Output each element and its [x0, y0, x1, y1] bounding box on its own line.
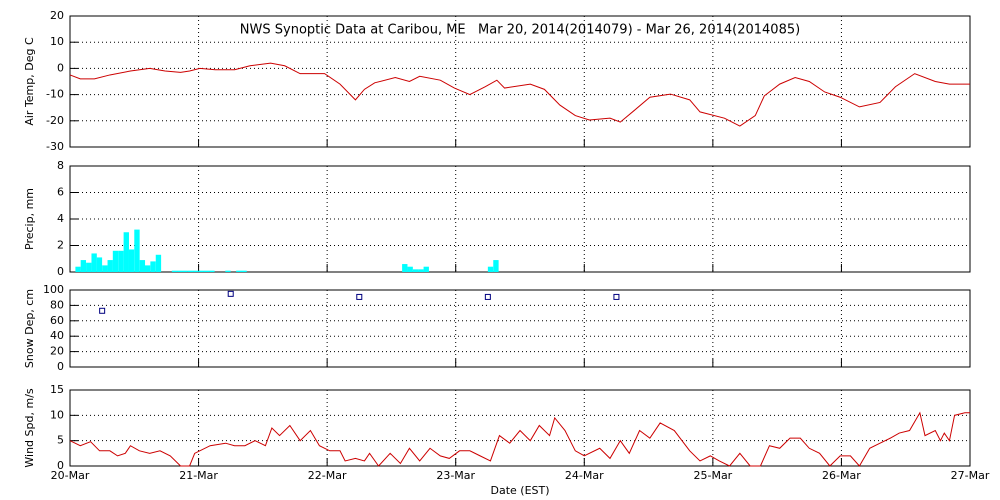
bar [236, 270, 242, 272]
bar [86, 262, 92, 272]
bar [171, 270, 178, 272]
bar [91, 253, 97, 272]
bar [112, 250, 119, 272]
y-tick-label: 40 [50, 329, 64, 342]
y-tick-label: 0 [57, 61, 64, 74]
bar [150, 261, 156, 272]
bar [423, 266, 429, 272]
bar [225, 270, 231, 272]
bar [182, 270, 188, 272]
scatter-point [613, 293, 620, 300]
bar [241, 270, 247, 272]
y-tick-label: 2 [57, 239, 64, 252]
bar [96, 257, 103, 272]
y-tick-label: 100 [43, 283, 64, 296]
x-tick-label: 25-Mar [693, 469, 732, 482]
bar [139, 260, 146, 272]
y-tick-label: 0 [57, 265, 64, 278]
bar [487, 266, 494, 272]
x-tick-label: 20-Mar [51, 469, 90, 482]
x-tick-label: 22-Mar [308, 469, 347, 482]
data-line [69, 411, 970, 467]
y-tick-label: 4 [57, 212, 64, 225]
x-tick-label: 26-Mar [822, 469, 861, 482]
y-tick-label: 8 [57, 159, 64, 172]
scatter-point [227, 290, 234, 297]
y-tick-label: 0 [57, 360, 64, 373]
y-tick-label: 6 [57, 186, 64, 199]
plot-frame [69, 15, 971, 148]
bar [123, 232, 129, 272]
bar [407, 266, 413, 272]
plot-frame [69, 289, 971, 368]
bar [107, 260, 113, 272]
y-tick-label: -10 [46, 88, 64, 101]
bar [75, 266, 81, 272]
y-axis-label: Snow Dep, cm [23, 289, 36, 368]
bar [102, 265, 108, 272]
y-tick-label: 10 [50, 408, 64, 421]
bar [402, 264, 408, 272]
y-tick-label: -20 [46, 114, 64, 127]
scatter-point [484, 293, 491, 300]
scatter-point [356, 293, 363, 300]
bar [177, 270, 183, 272]
y-tick-label: 15 [50, 383, 64, 396]
bar [118, 250, 124, 272]
y-axis-label: Precip, mm [23, 188, 36, 250]
y-tick-label: 20 [50, 9, 64, 22]
chart-title: NWS Synoptic Data at Caribou, ME Mar 20,… [240, 23, 800, 38]
y-tick-label: 10 [50, 35, 64, 48]
y-tick-label: 0 [57, 459, 64, 472]
y-tick-label: 80 [50, 298, 64, 311]
bar [198, 270, 204, 272]
y-axis-label: Air Temp, Deg C [23, 37, 36, 126]
x-axis-label: Date (EST) [490, 484, 549, 497]
y-tick-label: -30 [46, 140, 64, 153]
y-axis-label: Wind Spd, m/s [23, 388, 36, 468]
bar [209, 270, 215, 272]
scatter-point [99, 307, 106, 314]
bar [128, 249, 135, 272]
bar [203, 270, 210, 272]
bar [193, 270, 199, 272]
x-tick-label: 24-Mar [565, 469, 604, 482]
bar [412, 269, 419, 272]
x-tick-label: 21-Mar [179, 469, 218, 482]
x-tick-label: 23-Mar [436, 469, 475, 482]
bar [493, 260, 499, 272]
bar [418, 269, 424, 272]
bar [144, 265, 151, 272]
data-line [69, 62, 970, 127]
x-tick-label: 27-Mar [951, 469, 990, 482]
bar [80, 260, 87, 272]
y-tick-label: 60 [50, 314, 64, 327]
bar [134, 229, 140, 272]
bar [155, 254, 162, 272]
plot-frame [69, 389, 971, 467]
y-tick-label: 20 [50, 345, 64, 358]
y-tick-label: 5 [57, 434, 64, 447]
bar [187, 270, 194, 272]
